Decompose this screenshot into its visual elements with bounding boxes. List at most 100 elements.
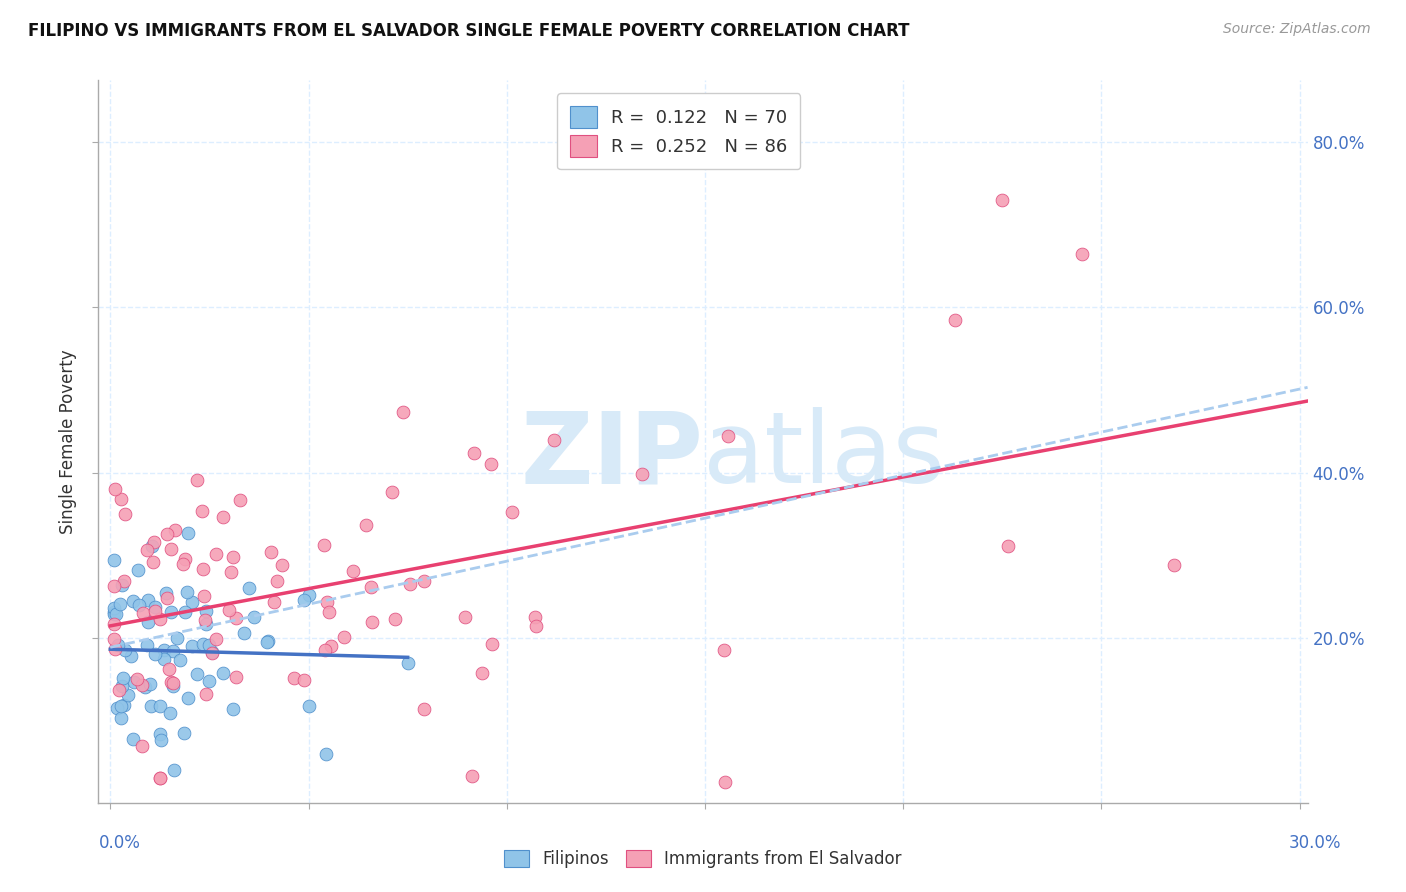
Point bbox=[136, 593, 159, 607]
Point bbox=[117, 689, 139, 703]
Point bbox=[191, 504, 214, 518]
Point bbox=[103, 617, 125, 632]
Point bbox=[169, 653, 191, 667]
Point bbox=[111, 671, 134, 685]
Point bbox=[257, 633, 280, 648]
Point bbox=[104, 642, 127, 657]
Point bbox=[201, 645, 224, 659]
Point bbox=[104, 482, 127, 496]
Point bbox=[471, 665, 494, 680]
Point bbox=[361, 615, 384, 629]
Point bbox=[194, 613, 217, 627]
Point bbox=[315, 747, 337, 761]
Point bbox=[159, 541, 181, 556]
Point bbox=[163, 763, 186, 777]
Point bbox=[316, 595, 339, 609]
Point bbox=[631, 467, 654, 481]
Point bbox=[143, 604, 166, 618]
Point bbox=[399, 576, 422, 591]
Point bbox=[160, 605, 183, 619]
Point bbox=[221, 565, 243, 579]
Text: Source: ZipAtlas.com: Source: ZipAtlas.com bbox=[1223, 22, 1371, 37]
Point bbox=[156, 591, 179, 605]
Point bbox=[110, 711, 132, 725]
Point bbox=[225, 611, 247, 625]
Point bbox=[149, 699, 172, 714]
Point bbox=[1163, 558, 1185, 573]
Point bbox=[481, 637, 503, 651]
Point bbox=[128, 598, 150, 612]
Point bbox=[713, 643, 735, 657]
Point bbox=[103, 601, 125, 615]
Point bbox=[943, 312, 966, 326]
Point bbox=[271, 558, 294, 573]
Point bbox=[360, 580, 382, 594]
Point bbox=[263, 595, 285, 609]
Text: 30.0%: 30.0% bbox=[1288, 834, 1341, 852]
Point bbox=[181, 639, 204, 653]
Point bbox=[524, 618, 547, 632]
Point bbox=[105, 607, 128, 622]
Point bbox=[173, 725, 195, 739]
Point bbox=[110, 698, 132, 713]
Point bbox=[131, 678, 153, 692]
Point bbox=[221, 702, 243, 716]
Point bbox=[153, 643, 176, 657]
Point bbox=[111, 679, 134, 693]
Point bbox=[195, 616, 218, 631]
Point bbox=[243, 610, 266, 624]
Point bbox=[139, 677, 162, 691]
Point bbox=[501, 505, 523, 519]
Point bbox=[384, 612, 406, 626]
Point bbox=[172, 558, 194, 572]
Point bbox=[122, 674, 145, 689]
Y-axis label: Single Female Poverty: Single Female Poverty bbox=[59, 350, 77, 533]
Point bbox=[177, 526, 200, 541]
Point bbox=[218, 603, 240, 617]
Point bbox=[194, 604, 217, 618]
Point bbox=[333, 630, 356, 644]
Point bbox=[194, 688, 217, 702]
Point bbox=[193, 589, 215, 603]
Point bbox=[149, 727, 172, 741]
Point bbox=[127, 563, 149, 577]
Point bbox=[191, 562, 214, 576]
Point bbox=[162, 644, 184, 658]
Point bbox=[141, 539, 163, 553]
Point bbox=[135, 638, 157, 652]
Point bbox=[283, 671, 305, 685]
Point bbox=[105, 700, 128, 714]
Point bbox=[103, 632, 125, 647]
Point bbox=[198, 638, 221, 652]
Point bbox=[159, 706, 181, 720]
Point bbox=[714, 775, 737, 789]
Point bbox=[174, 551, 197, 566]
Point bbox=[229, 492, 252, 507]
Point bbox=[174, 606, 197, 620]
Point bbox=[136, 615, 159, 630]
Point bbox=[114, 642, 136, 657]
Point bbox=[177, 690, 200, 705]
Point bbox=[103, 553, 125, 567]
Point bbox=[149, 771, 172, 785]
Point bbox=[225, 669, 247, 683]
Point bbox=[238, 581, 260, 595]
Point bbox=[162, 679, 184, 693]
Point bbox=[143, 534, 166, 549]
Point bbox=[479, 457, 502, 471]
Point bbox=[143, 600, 166, 615]
Legend: R =  0.122   N = 70, R =  0.252   N = 86: R = 0.122 N = 70, R = 0.252 N = 86 bbox=[557, 93, 800, 169]
Point bbox=[111, 578, 134, 592]
Point bbox=[198, 674, 221, 689]
Point bbox=[132, 606, 155, 620]
Point bbox=[142, 555, 165, 569]
Point bbox=[134, 680, 156, 694]
Point bbox=[149, 771, 172, 785]
Point bbox=[321, 639, 343, 653]
Point bbox=[392, 405, 415, 419]
Point bbox=[298, 588, 321, 602]
Text: 0.0%: 0.0% bbox=[98, 834, 141, 852]
Point bbox=[543, 433, 565, 447]
Point bbox=[159, 675, 181, 690]
Point bbox=[181, 595, 204, 609]
